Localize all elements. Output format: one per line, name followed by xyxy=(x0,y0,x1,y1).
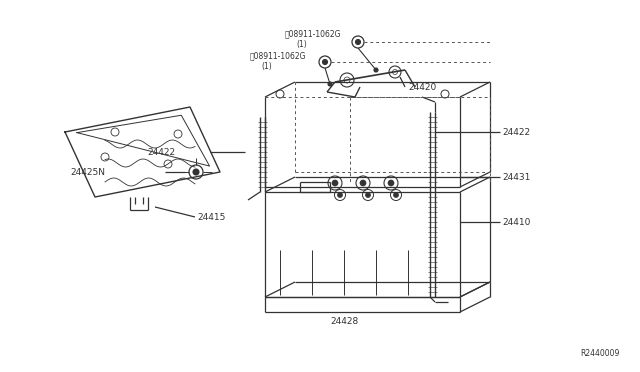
Text: 24420: 24420 xyxy=(408,83,436,92)
Circle shape xyxy=(323,60,328,64)
Circle shape xyxy=(394,192,399,198)
Circle shape xyxy=(388,180,394,186)
Circle shape xyxy=(332,180,338,186)
Text: 24431: 24431 xyxy=(502,173,531,182)
Circle shape xyxy=(337,192,342,198)
Text: R2440009: R2440009 xyxy=(580,350,620,359)
Text: 24415: 24415 xyxy=(197,212,225,221)
Text: (1): (1) xyxy=(261,61,272,71)
Text: ⓝ08911-1062G: ⓝ08911-1062G xyxy=(250,51,307,61)
Circle shape xyxy=(365,192,371,198)
Circle shape xyxy=(360,180,366,186)
Circle shape xyxy=(374,68,378,72)
Text: 24422: 24422 xyxy=(147,148,175,157)
Text: 24422: 24422 xyxy=(502,128,530,137)
Text: 24410: 24410 xyxy=(502,218,531,227)
Text: 24425N: 24425N xyxy=(70,167,105,176)
Circle shape xyxy=(193,169,199,175)
Circle shape xyxy=(328,82,332,86)
Text: ⓝ08911-1062G: ⓝ08911-1062G xyxy=(285,29,342,38)
Circle shape xyxy=(355,39,360,45)
Text: 24428: 24428 xyxy=(330,317,358,327)
Text: (1): (1) xyxy=(296,39,307,48)
